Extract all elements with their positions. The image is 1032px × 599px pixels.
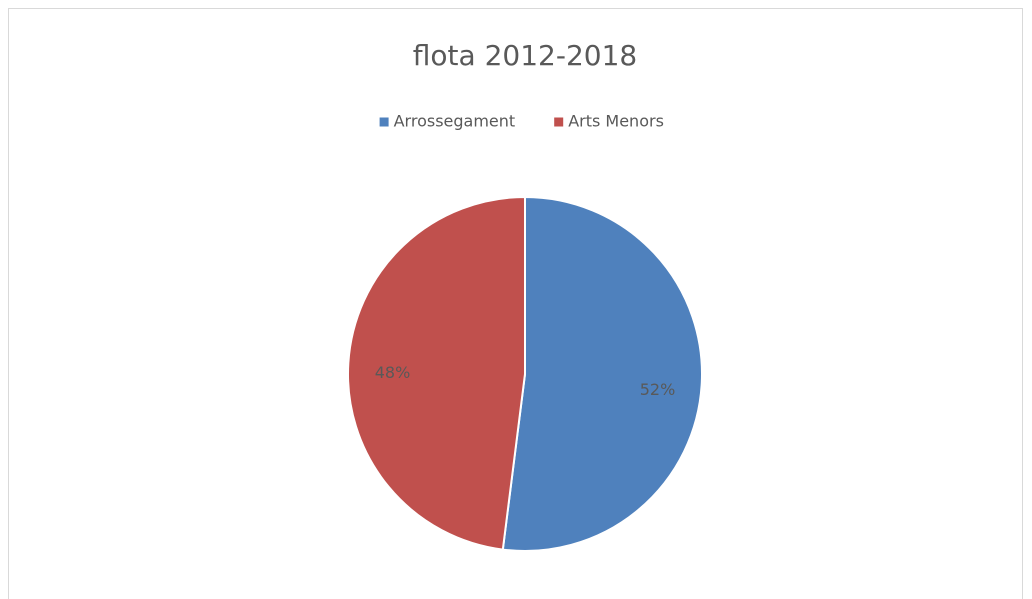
pie-slice (501, 195, 703, 552)
legend-label: Arts Menors (568, 112, 664, 131)
data-label: 48% (375, 363, 411, 382)
legend-swatch (379, 117, 389, 127)
legend-swatch (554, 117, 564, 127)
pie-slice (347, 195, 526, 551)
chart-title: flota 2012-2018 (413, 39, 637, 72)
legend-label: Arrossegament (394, 112, 516, 131)
data-label: 52% (640, 380, 676, 399)
